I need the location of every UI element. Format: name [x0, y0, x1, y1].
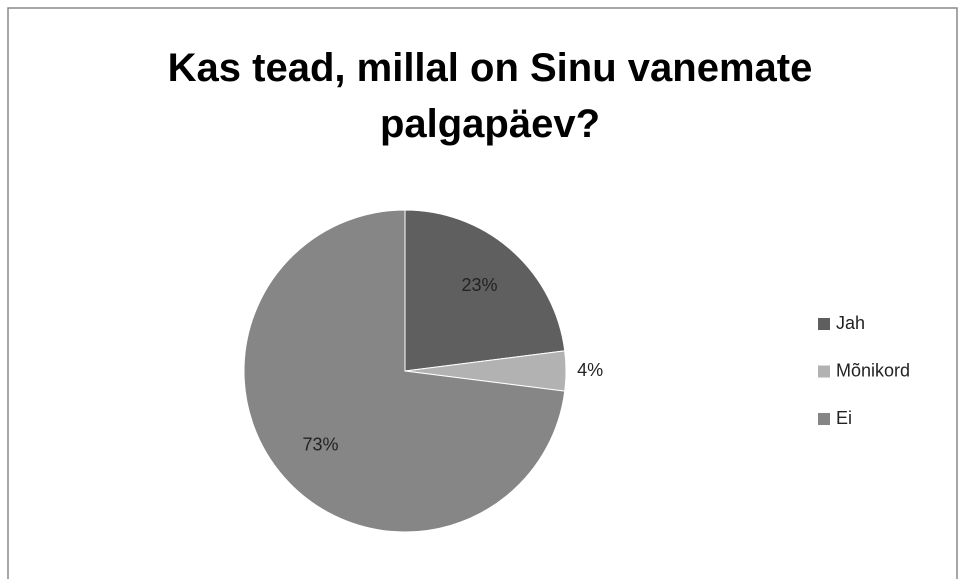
legend-label: Jah	[836, 313, 865, 333]
data-label: 23%	[462, 275, 498, 295]
legend-swatch	[818, 318, 830, 330]
legend-swatch	[818, 365, 830, 378]
data-label: 73%	[302, 434, 338, 454]
legend-label: Mõnikord	[836, 360, 910, 380]
data-label: 4%	[577, 360, 603, 380]
legend-label: Ei	[836, 408, 852, 428]
chart-frame	[7, 7, 958, 579]
pie-slice	[404, 209, 566, 372]
chart-title: Kas tead, millal on Sinu vanemate palgap…	[167, 46, 813, 146]
legend-swatch	[818, 413, 830, 425]
pie-slice	[243, 209, 566, 533]
